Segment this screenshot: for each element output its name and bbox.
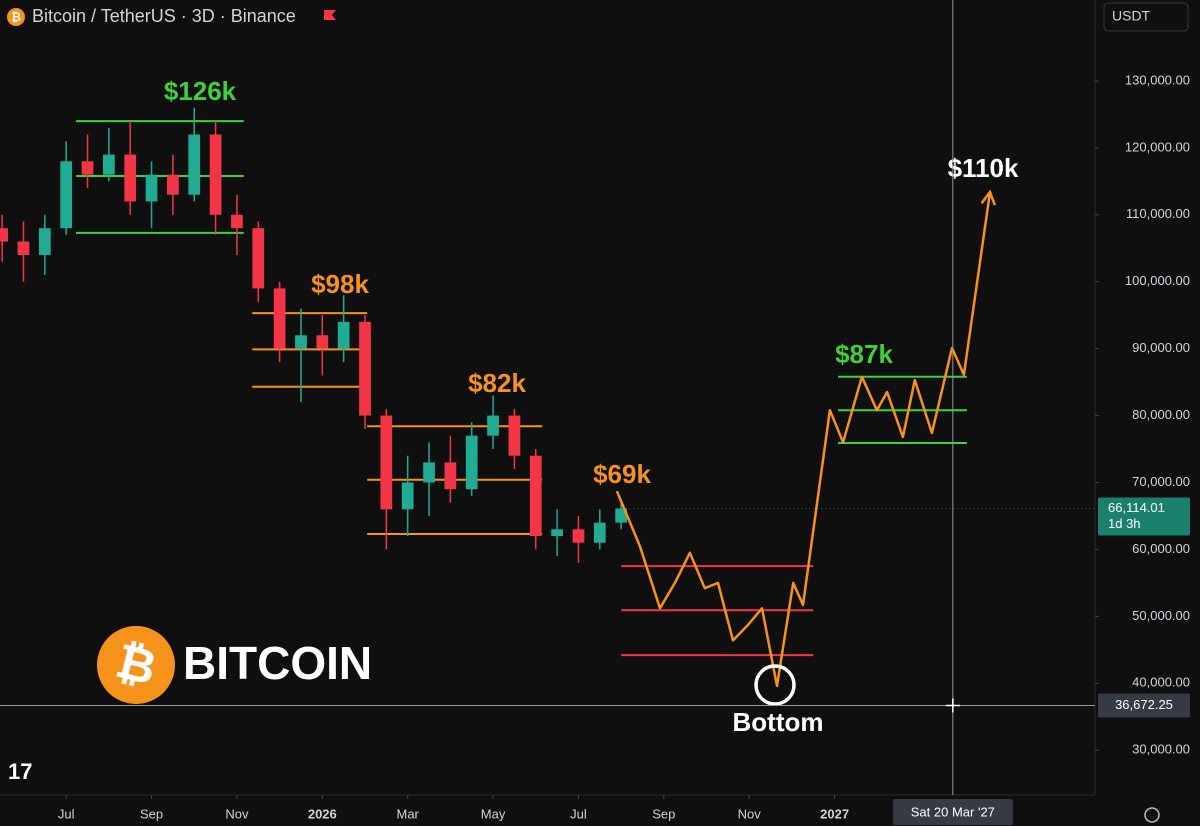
candle-body [81,161,94,175]
annotation: $98k [311,269,369,299]
last-price-label: 66,114.01 [1108,500,1165,515]
candle-body [145,174,158,202]
candle-body [572,529,585,543]
candle-body [0,228,9,242]
candle-body [465,435,478,490]
symbol-icon [7,8,25,26]
x-tick-label: Jul [58,806,75,821]
x-tick-label: Jul [570,806,587,821]
y-tick-label: 90,000.00 [1132,340,1190,355]
x-tick-label: Nov [225,806,249,821]
y-tick-label: 50,000.00 [1132,608,1190,623]
crosshair-cursor [945,698,960,713]
annotation: $87k [835,339,893,369]
symbol-title[interactable]: Bitcoin / TetherUS · 3D · Binance [32,6,296,26]
candle-body [167,174,179,195]
x-tick-label: Nov [738,806,762,821]
candle-body [124,154,137,202]
symbol-icon-glyph: ₿ [11,10,21,24]
flag-icon[interactable] [324,10,336,20]
x-tick-label: 2027 [820,806,849,821]
candle-body [252,228,265,289]
y-tick-label: 120,000.00 [1125,139,1190,154]
candle-body [615,508,628,523]
projection-line [615,191,992,688]
candle-body [273,288,286,349]
crosshair-date-label: Sat 20 Mar '27 [911,804,995,819]
annotation: $69k [593,459,651,489]
candle-body [188,134,201,195]
x-tick-label: Sep [652,806,675,821]
countdown-label: 1d 3h [1108,516,1141,531]
crosshair-date-badge [892,799,1013,825]
candle-body [102,154,115,175]
bitcoin-logo [97,626,175,704]
x-tick-label: Mar [396,806,419,821]
candle-body [380,415,393,510]
annotation: $110k [948,153,1019,183]
y-tick-label: 100,000.00 [1125,273,1190,288]
x-tick-label: Sep [140,806,163,821]
plot [0,107,997,706]
candle-body [316,335,329,349]
candle-body [551,529,563,537]
y-tick-label: 30,000.00 [1132,742,1190,757]
settings-icon[interactable] [1144,807,1160,823]
crosshair-price-badge [1098,693,1190,718]
candle-body [295,335,307,349]
annotation: Bottom [733,707,824,737]
y-tick-label: 80,000.00 [1132,407,1190,422]
candle-body [423,462,435,483]
projection-arrowhead [980,189,997,206]
candle-body [209,134,222,215]
annotation: $82k [468,368,526,398]
candle-body [593,522,606,543]
candle-body [17,241,30,255]
candle-body [359,321,371,416]
y-tick-label: 130,000.00 [1125,72,1190,87]
bottom-circle [754,664,796,706]
y-tick-label: 60,000.00 [1132,541,1190,556]
last-price-badge [1098,497,1190,536]
currency-label[interactable]: USDT [1112,8,1151,24]
candle-body [337,321,350,349]
x-tick-label: 2026 [308,806,337,821]
y-tick-label: 40,000.00 [1132,675,1190,690]
logo-text: BITCOIN [183,637,372,689]
y-tick-label: 110,000.00 [1126,206,1190,221]
candle-body [444,462,457,490]
candle-body [38,228,51,255]
candle-body [487,415,499,436]
currency-button[interactable] [1103,2,1189,32]
tv-logo[interactable]: 17 [8,759,32,784]
candle-body [231,214,243,229]
x-tick-label: May [481,806,506,821]
candle-body [508,415,521,456]
candle-body [529,455,542,537]
candle-body [60,161,73,229]
crosshair-price-label: 36,672.25 [1115,697,1173,712]
y-tick-label: 70,000.00 [1132,474,1190,489]
candle-body [401,482,414,510]
annotation: $126k [164,76,237,106]
